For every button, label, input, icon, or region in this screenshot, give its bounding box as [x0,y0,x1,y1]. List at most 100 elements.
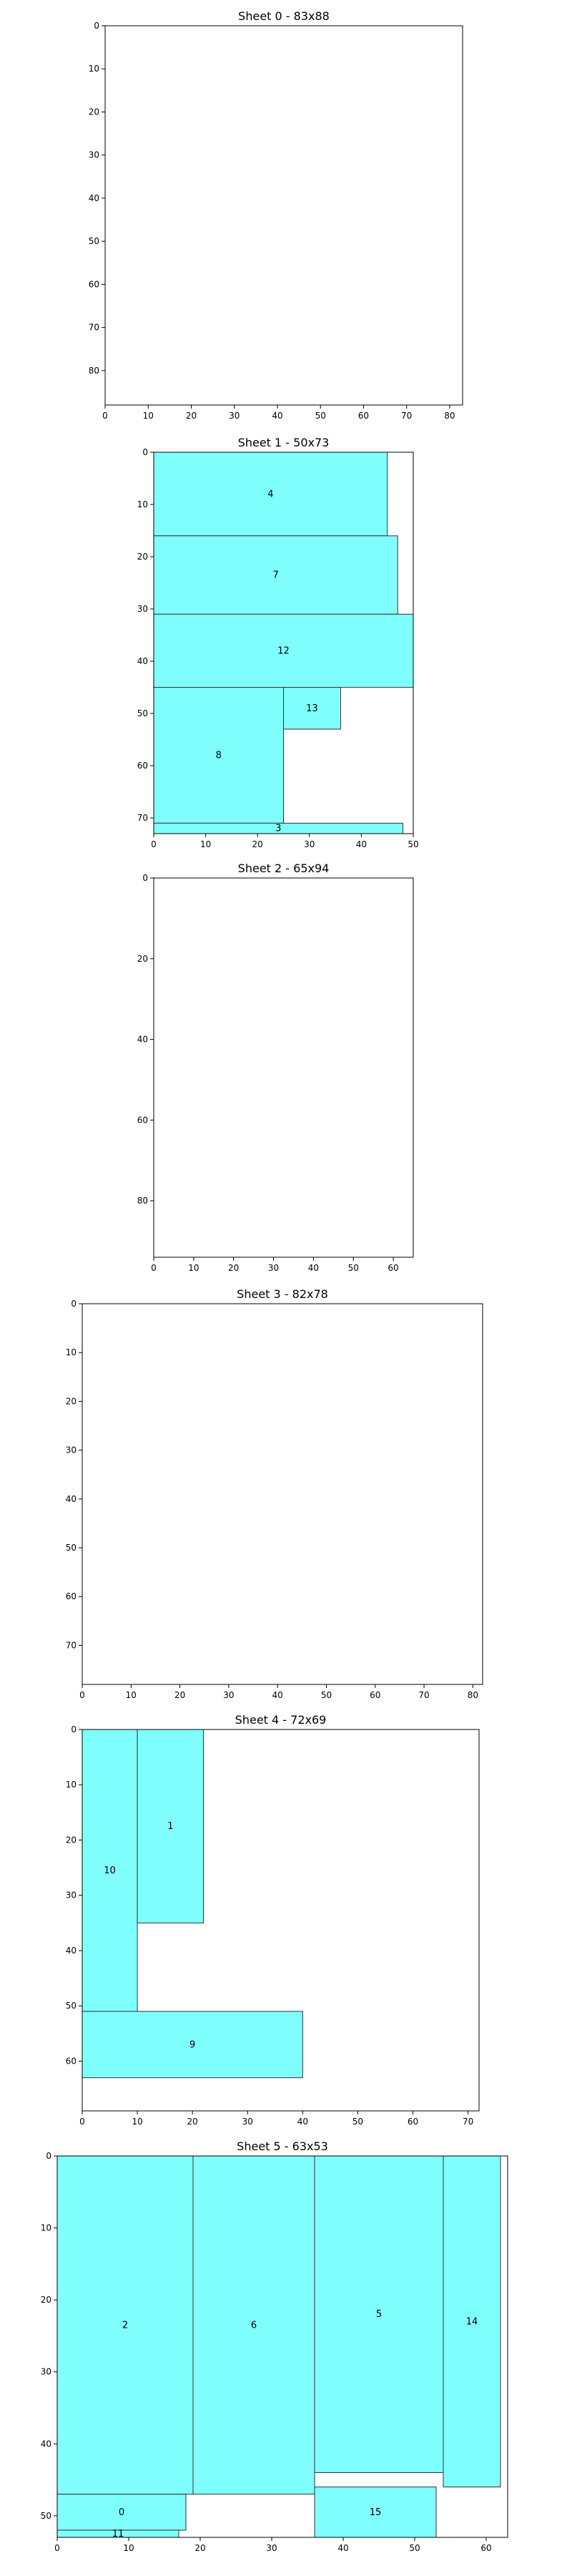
x-tick-label: 30 [268,1263,279,1273]
sheet-plot: Sheet 3 - 82x78 0 10 20 30 40 50 60 70 80 0 10 20 30 4… [66,1287,483,1700]
x-tick-label: 10 [132,2117,142,2127]
piece-rect [283,687,341,730]
piece-label: 1 [167,1821,173,1832]
y-tick-label: 40 [66,1946,77,1956]
y-tick-label: 40 [89,193,99,203]
x-tick-label: 70 [418,1690,429,1700]
y-tick-label: 70 [137,813,148,823]
y-tick-label: 0 [71,1299,77,1309]
plot-frame [153,452,414,834]
y-tick-label: 20 [137,552,148,562]
piece-label: 7 [272,570,278,581]
y-tick-label: 40 [41,2439,51,2449]
piece-rect [443,2155,501,2488]
x-tick-label: 80 [444,411,455,421]
y-tick-label: 50 [41,2511,51,2521]
y-tick-label: 60 [89,279,99,289]
x-tick-label: 0 [151,1263,157,1273]
x-tick-label: 0 [102,411,108,421]
piece-rect [153,535,398,615]
piece-label: 3 [275,824,281,834]
sheet-plot: Sheet 2 - 65x94 0 10 20 30 40 50 60 0 20 40 60 80 [137,862,414,1273]
x-tick-label: 60 [388,1263,398,1273]
y-tick-label: 0 [46,2151,51,2161]
x-tick-label: 20 [194,2543,205,2553]
y-tick-label: 30 [66,1445,77,1455]
sheet-plot: Sheet 4 - 72x69 10 1 9 0 10 20 30 40 50 60 70 0 10 20 3… [66,1713,480,2127]
y-tick-label: 0 [142,447,148,457]
x-tick-label: 30 [304,839,315,849]
plot-frame [104,25,463,406]
x-tick-label: 60 [358,411,369,421]
x-tick-label: 70 [401,411,412,421]
piece-label: 15 [370,2507,382,2518]
y-tick-label: 0 [142,873,148,883]
y-tick-label: 30 [137,604,148,614]
x-tick-label: 20 [187,2117,198,2127]
y-tick-label: 10 [41,2223,51,2233]
y-tick-label: 60 [137,1115,148,1125]
y-tick-label: 70 [66,1640,77,1650]
piece-label: 6 [251,2320,257,2331]
y-tick-label: 40 [137,1035,148,1045]
piece-label: 2 [122,2320,128,2331]
y-tick-label: 50 [66,1543,77,1553]
plot-title: Sheet 3 - 82x78 [237,1287,328,1301]
sheet-plot: Sheet 0 - 83x88 0 10 20 30 40 50 60 70 80 0 10 20 30 4… [89,9,463,421]
x-tick-label: 40 [337,2543,348,2553]
piece-rect [82,2011,303,2079]
y-tick-label: 20 [66,1396,77,1406]
y-tick-label: 20 [137,954,148,964]
y-tick-label: 80 [89,366,99,376]
x-tick-label: 50 [321,1690,332,1700]
x-tick-label: 20 [228,1263,239,1273]
x-tick-label: 40 [308,1263,319,1273]
y-tick-label: 20 [66,1835,77,1845]
piece-label: 11 [112,2529,124,2540]
piece-label: 13 [306,703,318,714]
piece-rect [314,2155,444,2473]
x-tick-label: 60 [480,2543,491,2553]
x-tick-label: 10 [143,411,154,421]
x-tick-label: 50 [352,2117,363,2127]
y-tick-label: 50 [137,708,148,718]
plot-title: Sheet 4 - 72x69 [235,1713,327,1727]
piece-label: 0 [119,2507,124,2518]
x-tick-label: 40 [272,1690,283,1700]
y-tick-label: 80 [137,1196,148,1206]
piece-rect [153,687,284,824]
x-tick-label: 50 [348,1263,359,1273]
y-tick-label: 0 [94,21,99,31]
piece-rect [153,613,414,688]
x-tick-label: 50 [409,2543,420,2553]
x-tick-label: 20 [252,839,263,849]
piece-rect [82,1729,138,2012]
x-tick-label: 20 [186,411,197,421]
x-tick-label: 10 [188,1263,199,1273]
x-tick-label: 30 [223,1690,234,1700]
x-tick-label: 80 [468,1690,478,1700]
y-tick-label: 30 [89,150,99,160]
y-tick-label: 10 [137,499,148,509]
y-tick-label: 30 [66,1890,77,1901]
y-tick-label: 10 [66,1780,77,1790]
piece-label: 8 [216,750,222,761]
x-tick-label: 40 [356,839,367,849]
x-tick-label: 10 [200,839,211,849]
x-tick-label: 0 [79,2117,85,2127]
plot-frame [153,877,414,1258]
piece-rect [192,2155,315,2495]
plot-frame [82,1729,480,2112]
plot-title: Sheet 2 - 65x94 [238,862,330,875]
x-tick-label: 40 [297,2117,308,2127]
x-tick-label: 40 [272,411,282,421]
x-tick-label: 30 [266,2543,277,2553]
y-tick-label: 60 [66,2056,77,2066]
piece-label: 14 [466,2316,478,2327]
y-tick-label: 20 [41,2295,51,2305]
y-tick-label: 10 [89,64,99,74]
piece-label: 9 [189,2039,195,2050]
sheet-plot: Sheet 5 - 63x53 2 6 5 14 0 15 11 0 10 20 30 40 50 60 0 1… [41,2140,508,2553]
y-tick-label: 20 [89,107,99,117]
